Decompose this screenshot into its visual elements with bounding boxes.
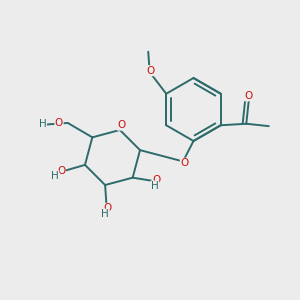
Text: O: O <box>146 66 154 76</box>
Text: H: H <box>151 181 159 191</box>
Text: H: H <box>39 119 46 129</box>
Text: O: O <box>152 175 161 185</box>
Text: O: O <box>244 91 253 101</box>
Text: O: O <box>117 120 125 130</box>
Text: O: O <box>57 166 65 176</box>
Text: O: O <box>55 118 63 128</box>
Text: H: H <box>101 209 109 219</box>
Text: H: H <box>51 171 59 181</box>
Text: O: O <box>180 158 189 168</box>
Text: O: O <box>103 203 111 213</box>
